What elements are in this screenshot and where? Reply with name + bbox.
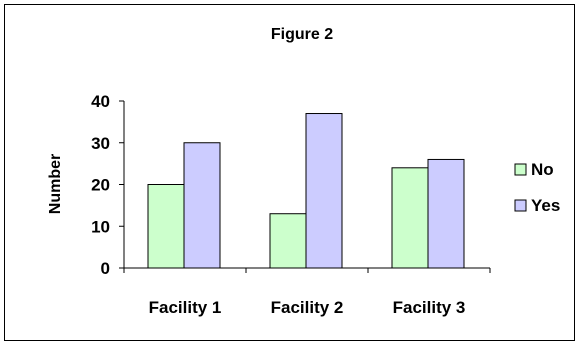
y-axis-label: Number — [47, 154, 64, 214]
y-tick-label: 10 — [91, 217, 110, 236]
chart-frame — [4, 4, 575, 341]
y-tick-label: 40 — [91, 92, 110, 111]
y-tick-label: 30 — [91, 134, 110, 153]
legend-label-yes: Yes — [531, 196, 560, 215]
legend-label-no: No — [531, 160, 554, 179]
legend-swatch-yes — [514, 199, 527, 212]
bar-no-3 — [391, 167, 429, 269]
chart-title: Figure 2 — [271, 26, 333, 43]
bar-yes-2 — [305, 113, 343, 269]
y-tick-label: 0 — [101, 259, 110, 278]
x-category-label: Facility 3 — [393, 298, 466, 317]
x-category-label: Facility 2 — [271, 298, 344, 317]
x-category-label: Facility 1 — [149, 298, 222, 317]
plot-area: 0 10 20 30 40 Facility 1 Facility 2 Facility 3 — [91, 92, 491, 317]
y-tick-label: 20 — [91, 176, 110, 195]
legend: No Yes — [514, 160, 560, 215]
bar-no-2 — [269, 213, 307, 269]
legend-swatch-no — [514, 163, 527, 176]
bar-no-1 — [147, 184, 185, 269]
bar-yes-1 — [183, 142, 221, 269]
bar-yes-3 — [427, 158, 465, 269]
